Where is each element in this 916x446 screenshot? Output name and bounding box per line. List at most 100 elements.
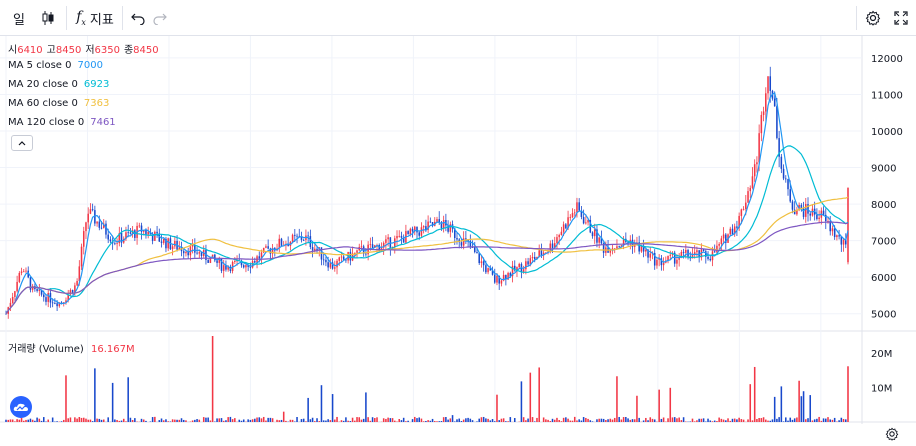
candle-body [216,260,218,263]
candle-body [14,291,16,297]
candle-body [109,239,112,242]
volume-bar [769,420,772,422]
volume-bar [385,418,387,422]
ma-line-60 [5,196,849,315]
settings-button[interactable] [862,0,884,36]
undo-button[interactable] [128,0,148,36]
candle-body [556,237,558,244]
volume-bar [451,415,454,422]
volume-bar [122,418,125,422]
candle-body [418,232,420,236]
candle-body [147,231,149,235]
indicators-button[interactable]: fx 지표 [72,0,118,36]
candle-body [742,208,745,210]
cloud-logo-icon [13,403,28,411]
volume-bar [582,417,585,422]
candle-body [749,187,752,192]
candle-body [140,225,143,232]
volume-bar [191,420,194,422]
volume-bar [829,419,832,422]
volume-bar [702,418,705,422]
ma-legend-value: 7363 [83,98,110,109]
ma-legend: MA 20 close 0 6923 [8,79,109,90]
candle-body [571,213,574,218]
candle-body [491,270,494,275]
volume-bar [198,419,201,422]
volume-bar [847,366,849,422]
candle-body [407,231,409,235]
volume-bar [356,417,358,422]
volume-bar [345,417,347,422]
tradingview-logo[interactable] [10,396,32,418]
volume-bar [29,418,32,422]
volume-bar [405,421,407,422]
volume-bar [218,418,221,422]
candle-body [409,228,412,235]
candle-body [507,272,509,280]
candle-body [805,204,807,217]
candle-body [751,176,754,188]
candle-body [156,231,158,234]
candle-body [453,228,456,238]
fullscreen-button[interactable] [890,0,912,36]
candle-body [120,233,123,243]
volume-bar [151,417,154,422]
volume-bar [85,418,87,422]
interval-button[interactable]: 일 [6,0,32,36]
volume-bar [696,420,698,422]
candle-body [85,222,87,232]
volume-bar [836,421,838,422]
candle-body [496,275,498,283]
chevron-up-icon [18,141,26,146]
volume-bar [280,419,283,422]
candle-body [493,274,496,283]
volume-bar [782,421,785,422]
chart-type-button[interactable] [36,0,60,36]
volume-bar [202,417,205,422]
candle-body [518,263,520,268]
candle-body [300,236,303,240]
volume-bar [282,411,285,422]
candle-body [245,265,247,268]
candle-body [667,255,669,261]
candle-body [773,98,776,107]
volume-axis-tick: 10M [871,384,892,395]
candle-body [602,243,605,253]
volume-bar [562,417,565,422]
volume-legend: 거래량 (Volume) 16.167M [8,340,135,355]
candle-body [98,221,101,228]
candle-body [22,271,25,273]
volume-bar [440,421,443,422]
candle-body [638,242,640,252]
volume-bar [845,419,847,422]
volume-bar [805,419,807,422]
candle-body [482,261,485,266]
legend-collapse-button[interactable] [11,135,33,151]
volume-bar [498,420,500,422]
candle-body [251,261,254,268]
volume-bar [60,421,63,422]
volume-bar [660,418,663,422]
volume-axis-tick: 20M [871,349,892,360]
volume-bar [342,420,345,422]
volume-bar [633,419,636,422]
candle-body [767,76,769,94]
volume-bar [134,418,136,422]
candle-body [158,233,161,242]
candle-body [227,266,229,270]
volume-bar [736,419,738,422]
candle-body [125,232,127,239]
ma-legend-name: MA 5 close 0 [8,60,72,71]
candle-body [536,256,538,260]
candle-body [540,250,543,256]
price-chart[interactable]: 12000 11000 10000 9000 8000 7000 6000 5000 20M 10… [0,36,916,424]
volume-bar [547,419,549,422]
candle-body [187,251,189,256]
ohlc-legend: 시6410 고8450 저6350 종8450 [8,41,163,56]
candle-body [587,220,589,223]
volume-bar [513,418,516,422]
redo-button[interactable] [150,0,170,36]
axis-settings-button[interactable] [882,424,902,444]
volume-bar [636,395,638,422]
volume-bar [776,418,778,422]
